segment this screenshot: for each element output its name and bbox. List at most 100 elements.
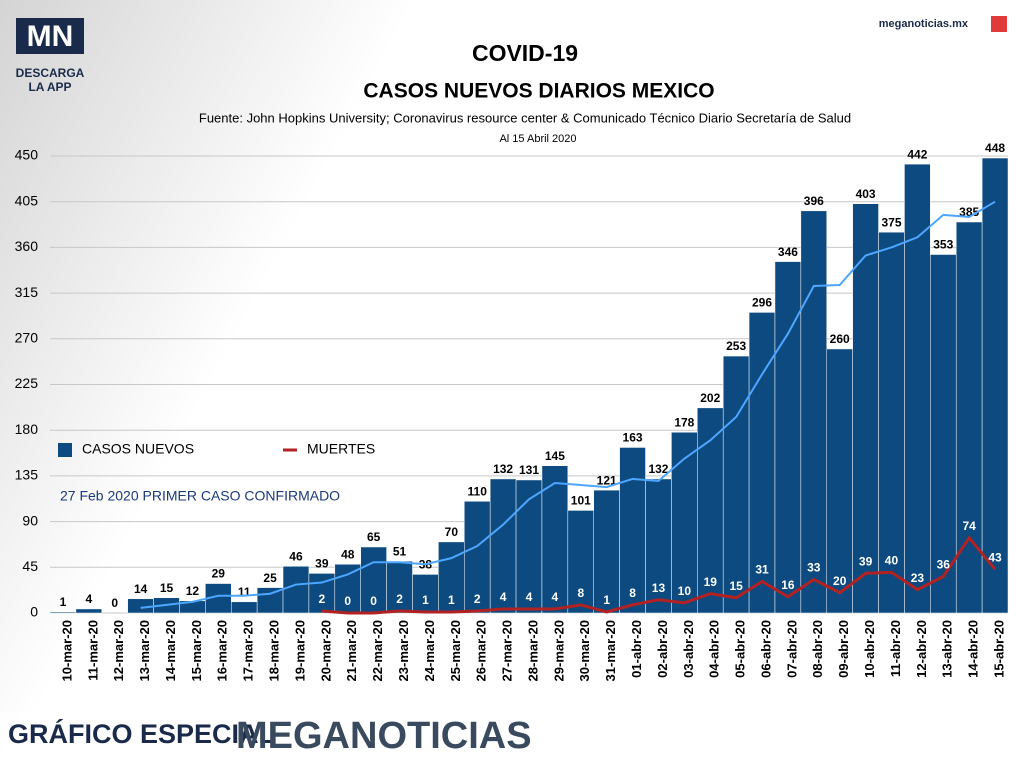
bar	[981, 157, 1009, 614]
y-tick-label: 0	[30, 604, 38, 620]
bar-label: 46	[289, 549, 303, 563]
x-tick-label: 14-mar-20	[163, 620, 178, 681]
line	[321, 535, 997, 615]
bar-label: 296	[752, 296, 772, 310]
line-label: 2	[319, 592, 326, 606]
bar	[593, 489, 620, 614]
bar-label: 70	[445, 525, 459, 539]
line-label: 31	[755, 563, 769, 577]
line-label: 8	[629, 586, 636, 600]
x-tick-label: 10-abr-20	[862, 620, 877, 678]
y-tick-label: 405	[15, 192, 39, 208]
site: meganoticias.mx	[879, 18, 969, 30]
y-tick-label: 225	[15, 375, 39, 391]
line-label: 13	[652, 581, 666, 595]
bar-label: 145	[545, 449, 565, 463]
legend-label: CASOS NUEVOS	[82, 441, 194, 457]
bar-label: 253	[726, 339, 746, 353]
bar	[230, 601, 258, 614]
bar-label: 178	[674, 415, 694, 429]
y-tick-label: 90	[22, 512, 38, 528]
line-label: 23	[911, 571, 925, 585]
bar-label: 14	[134, 582, 148, 596]
x-tick-label: 27-mar-20	[500, 620, 515, 681]
x-tick-label: 01-abr-20	[629, 620, 644, 678]
y-tick-label: 315	[15, 284, 39, 300]
bar	[904, 163, 931, 614]
line-label: 1	[603, 593, 610, 607]
annotation: 27 Feb 2020 PRIMER CASO CONFIRMADO	[60, 488, 340, 504]
bar	[567, 510, 594, 614]
bar	[489, 478, 517, 614]
x-tick-label: 13-abr-20	[940, 620, 955, 678]
x-tick-label: 25-mar-20	[448, 620, 463, 681]
bar	[282, 566, 310, 614]
line-label: 8	[577, 586, 584, 600]
bar-label: 4	[85, 592, 92, 606]
bar	[930, 254, 957, 614]
x-tick-label: 26-mar-20	[474, 620, 489, 681]
y-tick-label: 180	[15, 421, 39, 437]
bar-label: 39	[315, 557, 329, 571]
y-tick-label: 360	[15, 238, 39, 254]
bar-label: 11	[238, 585, 251, 599]
x-tick-label: 03-abr-20	[681, 620, 696, 678]
app-text: DESCARGA	[16, 66, 85, 80]
x-tick-label: 28-mar-20	[525, 620, 540, 681]
x-tick-label: 05-abr-20	[733, 620, 748, 678]
y-tick-label: 270	[15, 330, 39, 346]
bar-label: 65	[367, 530, 381, 544]
y-tick-label: 450	[15, 147, 39, 163]
line-label: 0	[344, 594, 351, 608]
app-text: LA APP	[28, 80, 71, 94]
x-tick-label: 10-mar-20	[59, 620, 74, 681]
bar	[541, 465, 569, 614]
bar	[464, 501, 491, 614]
bar	[852, 203, 879, 614]
bar-label: 346	[778, 245, 798, 259]
bar	[878, 231, 905, 614]
bar	[412, 574, 439, 614]
x-tick-label: 15-mar-20	[189, 620, 204, 681]
bar	[515, 479, 543, 614]
bar-label: 163	[623, 431, 643, 445]
chart-subtitle: CASOS NUEVOS DIARIOS MEXICO	[363, 80, 714, 103]
bar	[49, 611, 77, 614]
line-label: 1	[422, 593, 429, 607]
bar-label: 353	[933, 238, 953, 252]
y-tick-label: 135	[15, 467, 39, 483]
footer-left: GRÁFICO ESPECIAL	[8, 718, 275, 749]
x-tick-label: 31-mar-20	[603, 620, 618, 681]
x-tick-label: 14-abr-20	[966, 620, 981, 678]
footer-band	[0, 712, 600, 762]
bar-label: 0	[111, 596, 118, 610]
bar-label: 110	[468, 484, 488, 498]
bar-label: 260	[830, 332, 850, 346]
x-tick-label: 08-abr-20	[810, 620, 825, 678]
x-tick-label: 29-mar-20	[551, 620, 566, 681]
x-tick-label: 12-abr-20	[914, 620, 929, 678]
line-label: 4	[552, 590, 559, 604]
bar	[671, 431, 698, 614]
chart-title: COVID-19	[472, 40, 578, 66]
bar	[955, 221, 983, 614]
bar	[386, 560, 413, 614]
line-label: 74	[962, 519, 976, 533]
footer-right: MEGANOTICIAS	[236, 715, 532, 757]
x-tick-label: 24-mar-20	[422, 620, 437, 681]
bar-label: 202	[700, 391, 720, 405]
bar	[256, 587, 284, 614]
x-tick-label: 12-mar-20	[111, 620, 126, 681]
x-tick-label: 22-mar-20	[370, 620, 385, 681]
bar-label: 29	[212, 567, 226, 581]
line-label: 40	[885, 554, 899, 568]
legend-swatch	[58, 443, 72, 457]
line-label: 19	[704, 575, 718, 589]
bar-label: 403	[856, 187, 876, 201]
line-label: 2	[396, 592, 403, 606]
line-label: 36	[937, 558, 951, 572]
legend-label: MUERTES	[307, 441, 375, 457]
line-label: 33	[807, 561, 821, 575]
bar-label: 25	[263, 571, 277, 585]
